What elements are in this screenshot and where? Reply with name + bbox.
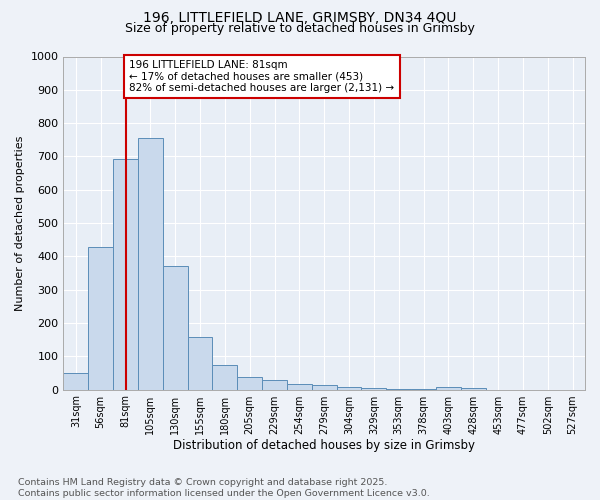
Text: Contains HM Land Registry data © Crown copyright and database right 2025.
Contai: Contains HM Land Registry data © Crown c…	[18, 478, 430, 498]
Text: 196 LITTLEFIELD LANE: 81sqm
← 17% of detached houses are smaller (453)
82% of se: 196 LITTLEFIELD LANE: 81sqm ← 17% of det…	[129, 60, 394, 93]
Bar	[188, 338, 212, 390]
Bar	[262, 380, 287, 390]
Bar	[212, 366, 237, 390]
Bar	[88, 247, 113, 390]
Bar	[138, 138, 163, 390]
Text: Size of property relative to detached houses in Grimsby: Size of property relative to detached ho…	[125, 22, 475, 35]
Bar	[237, 377, 262, 390]
Bar	[361, 388, 386, 390]
Bar	[461, 388, 485, 390]
Bar	[312, 386, 337, 390]
Bar	[64, 373, 88, 390]
Bar	[287, 384, 312, 390]
Bar	[386, 389, 411, 390]
Bar	[163, 266, 188, 390]
Bar	[436, 387, 461, 390]
X-axis label: Distribution of detached houses by size in Grimsby: Distribution of detached houses by size …	[173, 440, 475, 452]
Bar	[113, 159, 138, 390]
Bar	[337, 387, 361, 390]
Y-axis label: Number of detached properties: Number of detached properties	[15, 136, 25, 310]
Text: 196, LITTLEFIELD LANE, GRIMSBY, DN34 4QU: 196, LITTLEFIELD LANE, GRIMSBY, DN34 4QU	[143, 11, 457, 25]
